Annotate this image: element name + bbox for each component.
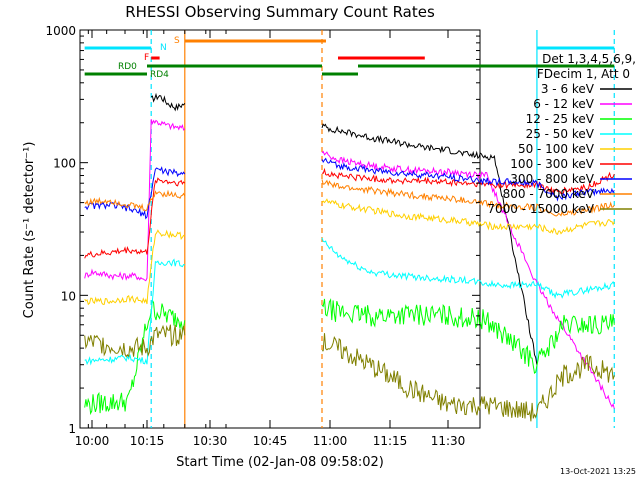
series-line	[321, 123, 538, 365]
x-tick-label: 11:00	[313, 434, 348, 448]
legend-label: 7000 - 15000 keV	[487, 202, 594, 216]
legend-label: 300 - 800 keV	[510, 172, 594, 186]
flag-label-rd0: RD0	[118, 62, 137, 72]
series-line	[321, 298, 615, 375]
legend-label: 3 - 6 keV	[541, 82, 595, 96]
x-tick-label: 10:15	[130, 434, 165, 448]
x-tick-label: 11:30	[431, 434, 466, 448]
y-axis-label: Count Rate (s⁻¹ detector⁻¹)	[22, 142, 37, 319]
series-line	[321, 198, 615, 235]
footer-date: 13-Oct-2021 13:25	[560, 467, 636, 476]
x-tick-label: 10:30	[193, 434, 228, 448]
y-tick-label: 10	[61, 289, 76, 303]
flag-label-s: S	[174, 36, 180, 46]
series-line	[84, 324, 186, 358]
series-line	[84, 258, 185, 366]
x-tick-label: 11:15	[373, 434, 408, 448]
series-line	[321, 167, 615, 195]
chart-title: RHESSI Observing Summary Count Rates	[125, 3, 435, 21]
series-line	[321, 157, 615, 202]
series-line	[84, 298, 186, 416]
series-lines	[84, 92, 615, 422]
flag-label-rd4: RD4	[150, 70, 169, 80]
series-line	[321, 179, 615, 217]
series-line	[84, 177, 186, 259]
legend-label: 50 - 100 keV	[518, 142, 595, 156]
series-line	[322, 333, 615, 422]
legend-label: 12 - 25 keV	[526, 112, 595, 126]
flag-label-f: F	[144, 53, 149, 63]
series-line	[321, 150, 615, 409]
series-line	[84, 229, 186, 306]
plot-frame	[79, 29, 481, 429]
series-line	[84, 189, 186, 212]
legend-label: 100 - 300 keV	[510, 157, 594, 171]
legend-title-line-1: Det 1,3,4,5,6,9,	[542, 52, 636, 66]
axes: 10:00 10:15 10:30 10:45 11:00 11:15 11:30 1 10 10…	[45, 24, 480, 448]
x-axis-label: Start Time (02-Jan-08 09:58:02)	[176, 455, 384, 470]
series-line	[321, 237, 615, 300]
legend-title-line-2: FDecim 1, Att 0	[537, 67, 630, 81]
x-tick-label: 10:45	[253, 434, 288, 448]
legend-label: 800 - 7000 keV	[503, 187, 595, 201]
flag-label-n: N	[160, 43, 167, 53]
y-tick-label: 1000	[45, 24, 76, 38]
series-line	[84, 119, 186, 282]
legend-label: 25 - 50 keV	[526, 127, 595, 141]
x-tick-label: 10:00	[75, 434, 110, 448]
y-tick-label: 100	[53, 157, 76, 171]
legend-label: 6 - 12 keV	[533, 97, 595, 111]
y-tick-label: 1	[68, 422, 76, 436]
series-line	[150, 92, 186, 112]
flag-bars: NS F RD0 RD4	[84, 36, 615, 80]
